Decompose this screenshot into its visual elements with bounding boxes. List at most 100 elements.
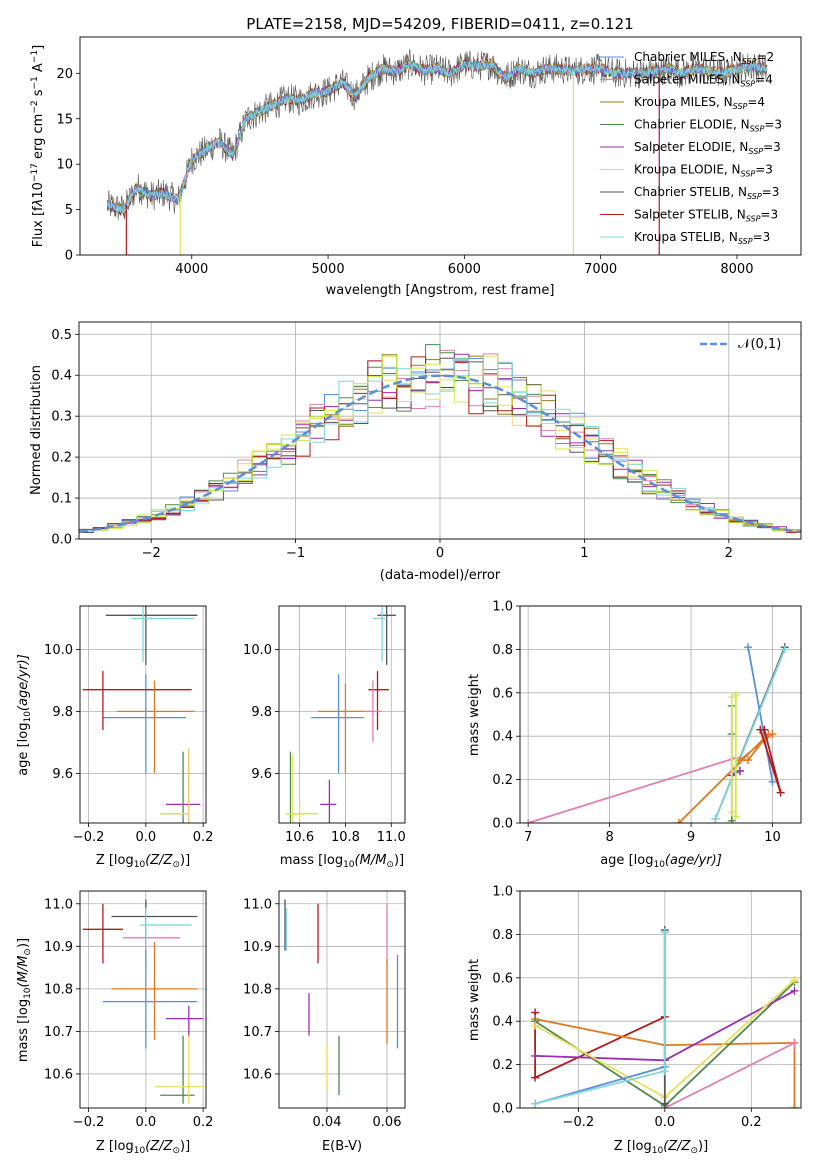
tick-label-y: 20	[56, 67, 73, 82]
data-point	[524, 819, 533, 823]
panel-weight-vs-Z: −0.2 0.0 0.2 0.0 0.2 0.4 0.6 0.8 1.0	[492, 885, 802, 1130]
tick-label-x: 0.04	[313, 1115, 342, 1130]
normal-curve	[79, 374, 801, 534]
x-axis-label: E(B-V)	[322, 1139, 362, 1154]
tick-label-y: 0.6	[492, 686, 513, 701]
data-point	[731, 812, 740, 821]
data-point	[711, 814, 720, 823]
axes-frame: −0.2 0.0 0.2 0.0 0.2 0.4 0.6 0.8 1.0	[492, 885, 802, 1130]
axes-frame: 4000 5000 6000 7000 8000 0 5 10 15 20	[56, 36, 802, 277]
panel-age-vs-mass: 10.6 10.8 11.0 9.6 9.8 10.0	[243, 605, 406, 845]
histogram-step	[79, 357, 801, 532]
panel-residuals: −2 −1 0 1 2 0.0 0.1 0.2 0.3 0.4 0.5	[51, 321, 802, 561]
data-point	[674, 819, 683, 823]
axes-frame: −2 −1 0 1 2 0.0 0.1 0.2 0.3 0.4 0.5	[51, 321, 802, 561]
tick-label-x: 8	[605, 830, 613, 845]
data-point	[776, 788, 785, 797]
panel-spectrum: 4000 5000 6000 7000 8000 0 5 10 15 20	[56, 36, 802, 277]
axes-frame: 10.6 10.8 11.0 9.6 9.8 10.0	[243, 605, 406, 845]
tick-label-x: 0.0	[136, 1115, 157, 1130]
tick-label-y: 0	[65, 249, 73, 264]
tick-label-y: 0.5	[51, 328, 72, 343]
tick-label-y: 0.0	[492, 817, 513, 832]
y-axis-label: Normed distribution	[29, 365, 44, 495]
tick-label-y: 9.6	[251, 767, 272, 782]
tick-label-y: 10.7	[44, 1025, 73, 1040]
data-point	[760, 725, 769, 734]
tick-label-x: 2	[725, 546, 733, 561]
tick-label-x: −0.2	[73, 1115, 105, 1130]
tick-label-x: 0.0	[654, 1115, 675, 1130]
tick-label-y: 0.8	[492, 928, 513, 943]
spectrum-line	[106, 59, 768, 214]
x-axis-label: age [log10(age/yr)]	[600, 853, 722, 870]
series-line	[664, 1042, 795, 1108]
data-point	[731, 690, 740, 699]
tick-label-y: 10.8	[243, 982, 272, 997]
tick-label-x: −2	[142, 546, 161, 561]
tick-label-y: 10.9	[243, 940, 272, 955]
tick-label-y: 10.6	[243, 1067, 272, 1082]
series-line	[534, 932, 666, 1105]
panel-mass-vs-Z: −0.2 0.0 0.2 10.6 10.7 10.8 10.9 11.0	[44, 890, 213, 1130]
legend-entry: Salpeter ELODIE, NSSP=3	[634, 140, 781, 156]
axes-border	[79, 605, 207, 824]
tick-label-y: 0.2	[492, 773, 513, 788]
tick-label-x: 9	[687, 830, 695, 845]
legend-entry: Chabrier MILES, NSSP=2	[634, 50, 774, 66]
grid	[80, 891, 206, 1108]
tick-label-y: 0.8	[492, 643, 513, 658]
plot-area	[82, 899, 204, 1104]
data-point	[744, 643, 753, 652]
tick-label-x: 1	[580, 546, 588, 561]
tick-label-x: 6000	[448, 262, 481, 277]
tick-label-y: 10	[56, 158, 73, 173]
legend-entry: Kroupa STELIB, NSSP=3	[634, 230, 770, 246]
plot-area	[285, 606, 396, 823]
axes-frame: −0.2 0.0 0.2 10.6 10.7 10.8 10.9 11.0	[44, 890, 213, 1130]
axes-border	[519, 890, 802, 1109]
data-point	[768, 730, 777, 739]
x-axis-label: Z [log10(Z/Z⊙)]	[614, 1139, 708, 1156]
axes-border	[79, 890, 207, 1109]
y-axis-label: mass weight	[467, 959, 482, 1041]
axes-border	[79, 36, 802, 256]
tick-label-x: 0	[436, 546, 444, 561]
data-point	[790, 975, 799, 984]
tick-label-y: 15	[56, 112, 73, 127]
data-point	[790, 986, 799, 995]
legend-entry: Chabrier ELODIE, NSSP=3	[634, 118, 782, 134]
plot-area	[82, 606, 201, 823]
tick-label-x: 7	[524, 830, 532, 845]
tick-label-x: 10.8	[331, 830, 360, 845]
figure-title: PLATE=2158, MJD=54209, FIBERID=0411, z=0…	[246, 15, 633, 33]
data-point	[727, 816, 736, 823]
tick-label-x: 0.2	[741, 1115, 762, 1130]
tick-label-y: 1.0	[492, 600, 513, 615]
tick-label-y: 10.9	[44, 940, 73, 955]
data-point	[768, 777, 777, 786]
x-axis-label: Z [log10(Z/Z⊙)]	[96, 853, 190, 870]
panel-age-vs-Z: −0.2 0.0 0.2 9.6 9.8 10.0	[44, 605, 213, 845]
axes-border	[278, 890, 406, 1109]
data-point	[790, 1038, 799, 1047]
histogram-step	[79, 355, 801, 532]
axes-frame: 0.04 0.06 10.6 10.7 10.8 10.9 11.0	[243, 890, 406, 1130]
tick-label-y: 10.7	[243, 1025, 272, 1040]
y-axis-label: Flux [fλ10−17 erg cm−2 s−1 A−1]	[30, 45, 46, 247]
x-axis-label: (data-model)/error	[380, 568, 501, 583]
plot-area	[106, 48, 768, 255]
axes-border	[519, 605, 802, 824]
tick-label-x: −0.2	[73, 830, 105, 845]
axes-border	[78, 321, 802, 540]
data-point	[727, 808, 736, 817]
tick-label-y: 10.0	[44, 643, 73, 658]
tick-label-x: 7000	[584, 262, 617, 277]
axes-border	[278, 605, 406, 824]
axes-frame: 7 8 9 10 0.0 0.2 0.4 0.6 0.8 1.0	[492, 600, 802, 845]
tick-label-y: 5	[65, 203, 73, 218]
tick-label-y: 11.0	[44, 897, 73, 912]
data-point	[531, 1021, 540, 1030]
tick-label-x: 0.06	[373, 1115, 402, 1130]
